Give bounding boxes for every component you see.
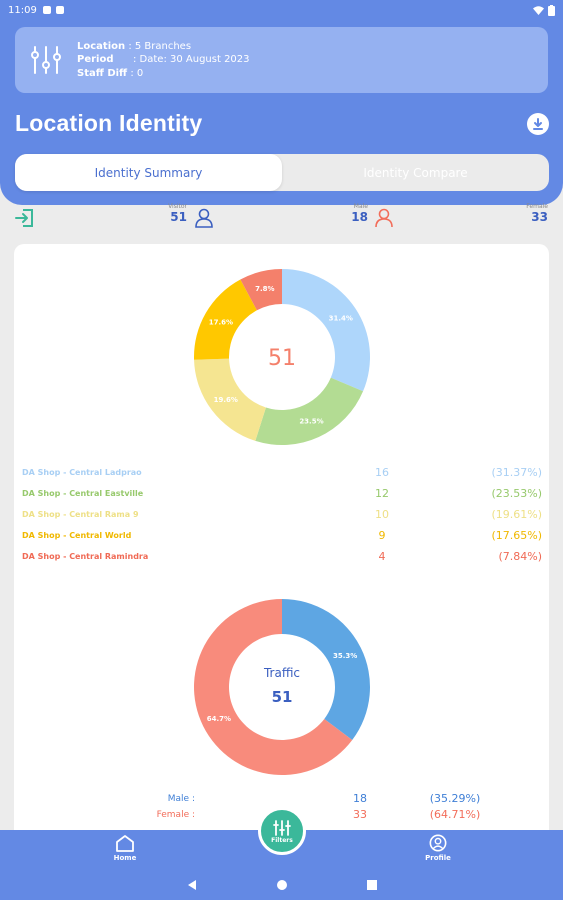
gender-slice [282,599,370,741]
visitor-stat: Visitor 51 [165,203,187,224]
branch-percent: (7.84%) [498,550,542,563]
gender-count: 33 [353,808,367,821]
gender-percent: (64.71%) [429,808,481,821]
branch-slice-label: 17.6% [209,318,233,326]
branch-legend-row: DA Shop - Central World 9 (17.65%) [22,529,542,543]
gender-name: Female : [156,810,195,820]
status-bar: 11:09 [0,0,563,20]
enter-icon [15,209,33,227]
visitor-label: Visitor [168,203,187,210]
stats-row: Visitor 51 Male 18 Female 33 [0,203,563,233]
female-stat: Female 33 [520,203,548,224]
filters-icon [273,819,291,836]
gender-slice [193,599,353,775]
male-value: 18 [351,210,368,224]
branch-percent: (17.65%) [491,529,542,542]
gender-name: Male : [167,794,195,804]
branch-name: DA Shop - Central Eastville [22,489,144,498]
branch-name: DA Shop - Central Ladprao [22,468,142,477]
branch-slice [240,269,282,311]
location-label: Location [77,40,126,52]
visitor-icon [195,208,213,228]
branch-name: DA Shop - Central Ramindra [22,552,149,561]
notification-icon [42,6,51,14]
system-nav-bar [0,870,563,900]
branch-legend-row: DA Shop - Central Ladprao 16 (31.37%) [22,466,542,480]
branch-count: 16 [375,466,389,479]
location-value: : 5 Branches [128,40,192,52]
female-value: 33 [531,210,548,224]
branch-slice [194,279,257,360]
traffic-total: 51 [272,688,293,706]
gender-legend-row: Female : 33 (64.71%) [100,808,500,822]
back-icon[interactable] [186,879,198,891]
visitor-value: 51 [170,210,187,224]
period-label: Period [77,54,114,66]
branch-donut-chart: 31.4% 23.5% 19.6% 17.6% 7.8% 51 [194,269,370,445]
nav-profile-label: Profile [425,854,451,862]
female-label: Female [526,203,548,210]
branch-slice [255,377,364,445]
traffic-title: Traffic [263,666,300,680]
home-circle-icon[interactable] [276,879,288,891]
download-button[interactable] [527,113,549,135]
sliders-icon [31,46,61,74]
gender-slice-label: 35.3% [333,652,357,660]
nav-home-label: Home [113,854,137,862]
filters-label: Filters [271,836,293,844]
branch-legend-row: DA Shop - Central Eastville 12 (23.53%) [22,487,542,501]
gender-count: 18 [353,792,367,805]
page-title: Location Identity [15,110,203,136]
sd-card-icon [55,6,64,14]
staff-diff-value: : 0 [130,67,144,79]
nav-profile[interactable]: Profile [418,834,458,862]
male-stat: Male 18 [346,203,368,224]
branch-legend-row: DA Shop - Central Ramindra 4 (7.84%) [22,550,542,564]
branch-slice-label: 19.6% [214,396,238,404]
female-person-icon [375,208,393,228]
tab-identity-compare[interactable]: Identity Compare [363,165,468,180]
branch-percent: (19.61%) [491,508,542,521]
filter-summary-card[interactable]: Location : 5 Branches Period : Date: 30 A… [15,27,548,93]
branch-name: DA Shop - Central World [22,531,132,540]
profile-icon [429,834,447,852]
branch-slice-label: 7.8% [255,285,274,293]
branch-percent: (23.53%) [491,487,542,500]
filter-text: Location : 5 Branches Period : Date: 30 A… [77,40,250,81]
gender-slice-label: 64.7% [207,715,231,723]
branch-total: 51 [268,346,296,371]
wifi-icon [533,5,544,15]
gender-percent: (35.29%) [429,792,481,805]
tab-identity-summary[interactable]: Identity Summary [15,154,282,191]
home-icon [116,835,134,852]
branch-percent: (31.37%) [491,466,542,479]
gender-legend-row: Male : 18 (35.29%) [100,792,500,806]
recents-icon[interactable] [366,879,378,891]
filters-button[interactable]: Filters [258,807,306,855]
branch-slice [282,269,370,392]
identity-tabs: Identity Summary Identity Compare [15,154,549,191]
branch-count: 12 [375,487,389,500]
staff-diff-label: Staff Diff [77,67,128,79]
battery-icon [548,4,555,16]
branch-slice [194,358,266,441]
branch-name: DA Shop - Central Rama 9 [22,510,139,519]
branch-count: 4 [378,550,386,563]
period-value: : Date: 30 August 2023 [133,54,250,66]
branch-legend-row: DA Shop - Central Rama 9 10 (19.61%) [22,508,542,522]
branch-slice-label: 23.5% [299,418,323,426]
download-icon [533,118,543,130]
branch-count: 10 [375,508,389,521]
branch-slice-label: 31.4% [329,315,353,323]
status-time: 11:09 [8,4,37,16]
nav-home[interactable]: Home [105,834,145,862]
male-label: Male [353,203,368,210]
branch-count: 9 [378,529,386,542]
traffic-donut-chart: 35.3% 64.7% Traffic 51 [193,599,370,775]
